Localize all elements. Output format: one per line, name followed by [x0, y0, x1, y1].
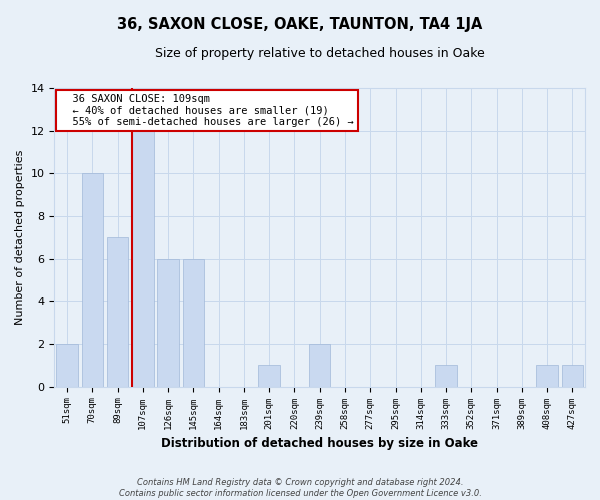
X-axis label: Distribution of detached houses by size in Oake: Distribution of detached houses by size … — [161, 437, 478, 450]
Text: 36 SAXON CLOSE: 109sqm
  ← 40% of detached houses are smaller (19)
  55% of semi: 36 SAXON CLOSE: 109sqm ← 40% of detached… — [60, 94, 353, 127]
Text: Contains HM Land Registry data © Crown copyright and database right 2024.
Contai: Contains HM Land Registry data © Crown c… — [119, 478, 481, 498]
Y-axis label: Number of detached properties: Number of detached properties — [15, 150, 25, 325]
Bar — [562, 366, 583, 386]
Bar — [107, 238, 128, 386]
Bar — [259, 366, 280, 386]
Bar — [132, 130, 154, 386]
Bar — [157, 258, 179, 386]
Text: 36, SAXON CLOSE, OAKE, TAUNTON, TA4 1JA: 36, SAXON CLOSE, OAKE, TAUNTON, TA4 1JA — [118, 18, 482, 32]
Bar — [309, 344, 331, 387]
Bar — [536, 366, 558, 386]
Bar — [182, 258, 204, 386]
Bar — [435, 366, 457, 386]
Bar — [56, 344, 78, 387]
Title: Size of property relative to detached houses in Oake: Size of property relative to detached ho… — [155, 48, 485, 60]
Bar — [82, 174, 103, 386]
